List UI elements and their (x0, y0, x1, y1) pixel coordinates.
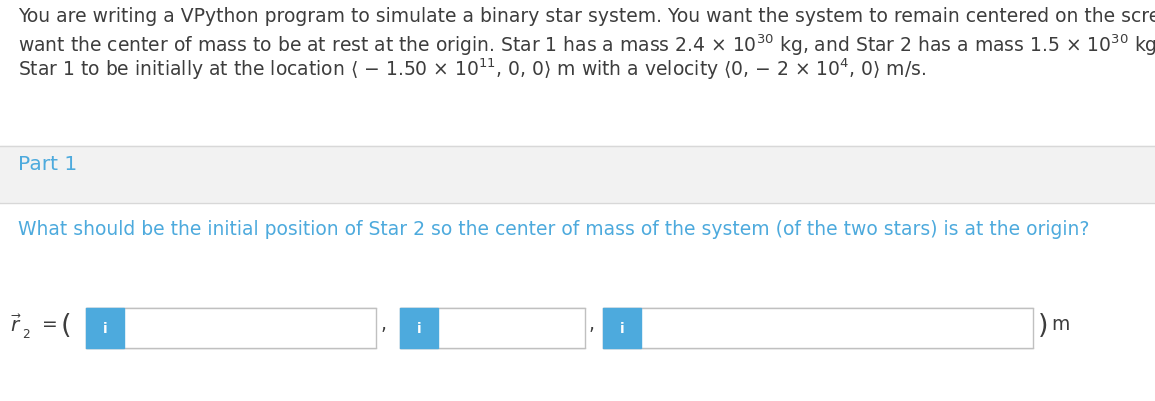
Text: $=$: $=$ (32, 315, 64, 334)
Text: i: i (620, 321, 625, 335)
Text: want the center of mass to be at rest at the origin. Star 1 has a mass 2.4 $\tim: want the center of mass to be at rest at… (18, 32, 1155, 57)
Text: i: i (417, 321, 422, 335)
Bar (400, 308, 438, 348)
Text: Part 1: Part 1 (18, 155, 77, 174)
Bar (0, 147, 1155, 203)
Text: $\vec{r}$: $\vec{r}$ (10, 314, 22, 335)
Text: $_2$: $_2$ (22, 322, 31, 340)
Text: ,: , (589, 315, 595, 334)
Text: i: i (103, 321, 107, 335)
Bar (85, 308, 377, 348)
Text: $)$: $)$ (1037, 310, 1048, 338)
Bar (400, 308, 584, 348)
Bar (0, 203, 1155, 401)
Text: $($: $($ (60, 310, 70, 338)
Text: What should be the initial position of Star 2 so the center of mass of the syste: What should be the initial position of S… (18, 219, 1089, 239)
Text: You are writing a VPython program to simulate a binary star system. You want the: You are writing a VPython program to sim… (18, 7, 1155, 26)
Text: m: m (1051, 315, 1070, 334)
Bar (85, 308, 124, 348)
Bar (603, 308, 641, 348)
Text: ,: , (380, 315, 386, 334)
Bar (603, 308, 1033, 348)
Bar (0, 0, 1155, 147)
Text: Star 1 to be initially at the location $\langle$ $-$ 1.50 $\times$ 10$^{11}$, 0,: Star 1 to be initially at the location $… (18, 57, 926, 82)
